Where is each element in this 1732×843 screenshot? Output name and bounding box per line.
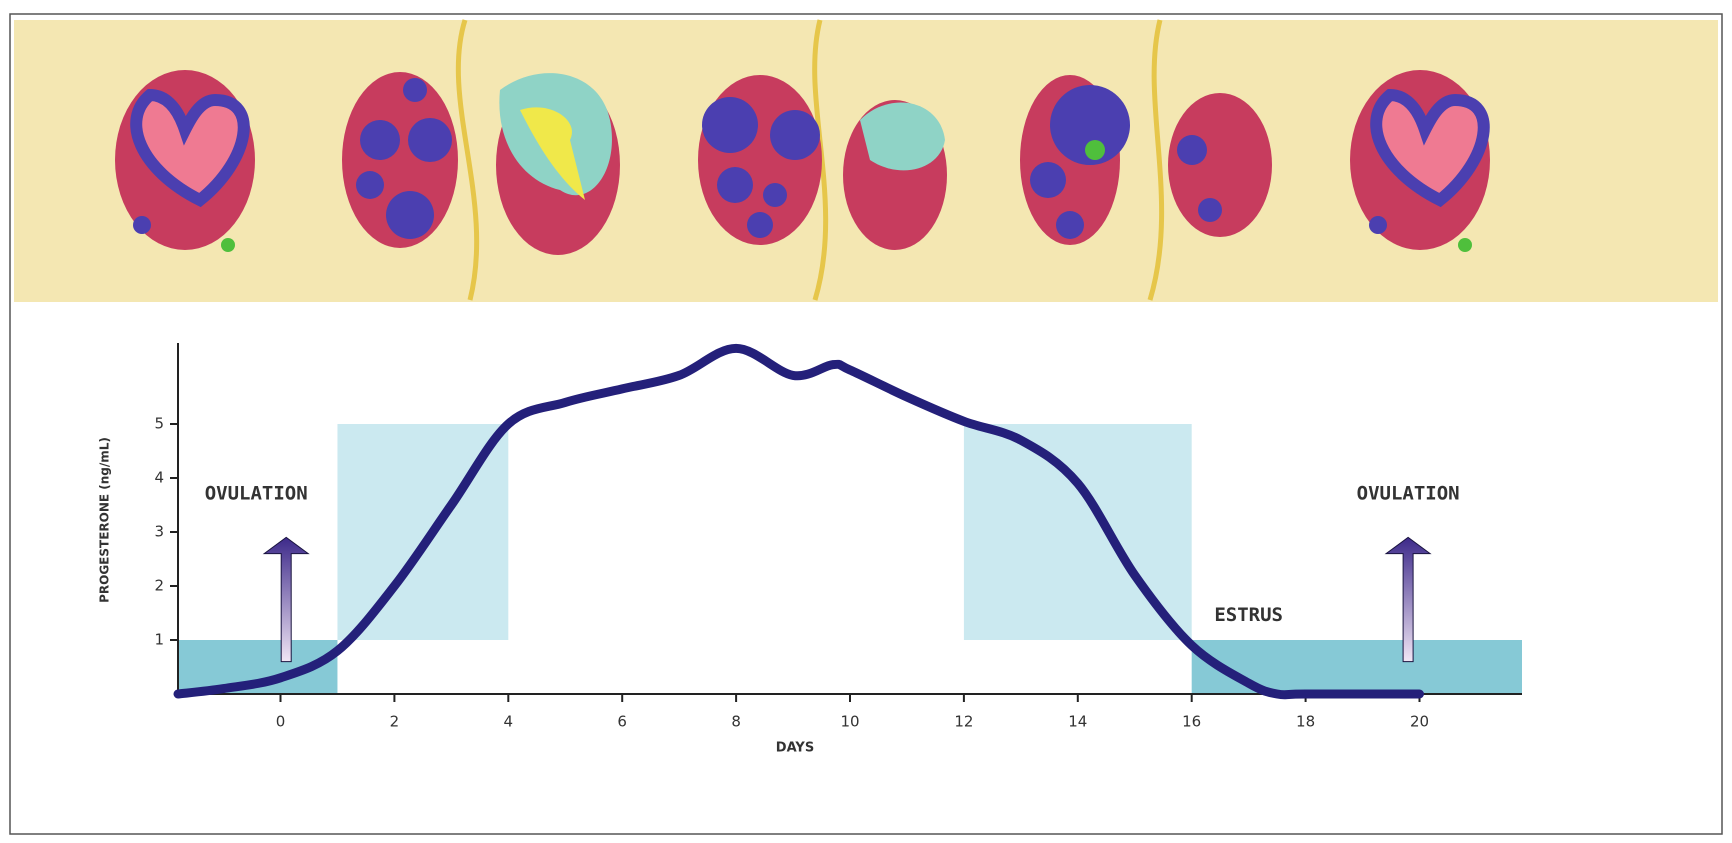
y-tick-label: 1 bbox=[154, 631, 164, 649]
x-tick-label: 20 bbox=[1410, 713, 1429, 731]
ovary-illustration bbox=[14, 19, 1718, 302]
y-axis-label: PROGESTERONE (ng/mL) bbox=[98, 437, 112, 603]
y-tick-label: 4 bbox=[154, 469, 164, 487]
annotation: OVULATION bbox=[1357, 483, 1460, 505]
x-tick-label: 2 bbox=[390, 713, 400, 731]
ovulation-arrow bbox=[262, 536, 310, 663]
y-tick-label: 5 bbox=[154, 415, 164, 433]
progesterone-curve bbox=[173, 343, 1424, 700]
x-tick-label: 0 bbox=[276, 713, 286, 731]
x-tick-label: 12 bbox=[954, 713, 973, 731]
frame bbox=[9, 13, 1723, 835]
x-tick-label: 14 bbox=[1068, 713, 1087, 731]
x-tick-label: 10 bbox=[840, 713, 859, 731]
phase-region bbox=[1191, 640, 1522, 694]
x-tick-label: 16 bbox=[1182, 713, 1201, 731]
x-tick-label: 8 bbox=[731, 713, 741, 731]
annotation: OVULATION bbox=[205, 483, 308, 505]
y-tick-label: 2 bbox=[154, 577, 164, 595]
x-tick-label: 6 bbox=[617, 713, 627, 731]
ovulation-arrow bbox=[1384, 536, 1432, 663]
x-tick-label: 18 bbox=[1296, 713, 1315, 731]
x-axis-label: DAYS bbox=[776, 741, 814, 756]
y-tick-label: 3 bbox=[154, 523, 164, 541]
annotation: ESTRUS bbox=[1214, 604, 1283, 626]
x-tick-label: 4 bbox=[504, 713, 514, 731]
